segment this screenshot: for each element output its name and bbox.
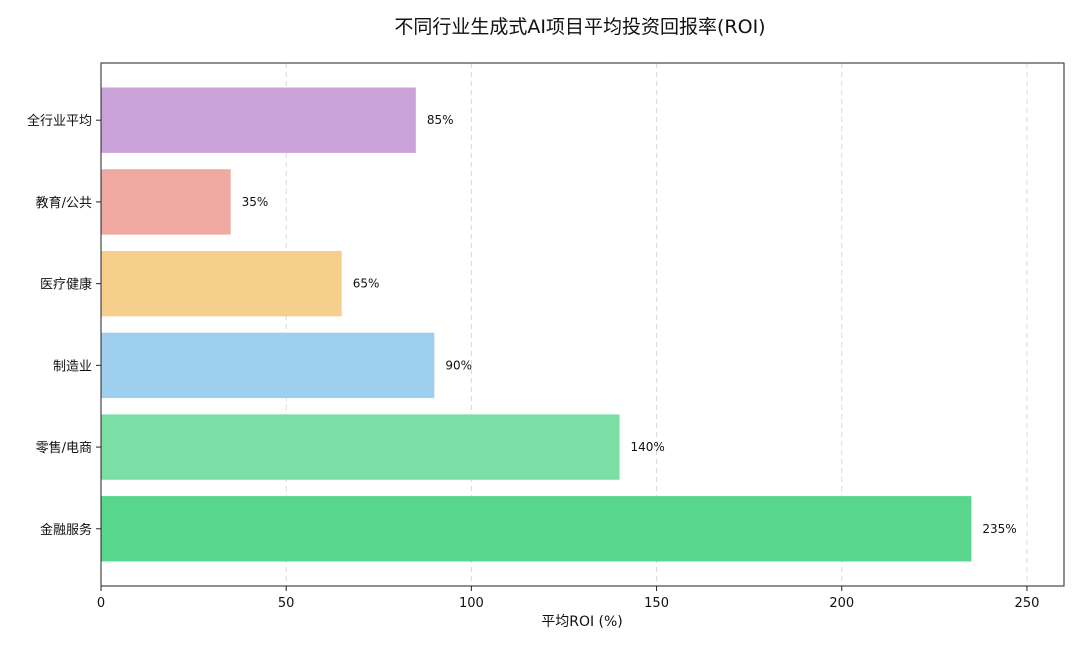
axis-ticks: 0 50 100 150 200 250 金融服务 零售/电商 制造业 医疗健康 教育/公共 全行业平… [27,113,1039,611]
bar [101,169,231,235]
x-tick-label: 0 [97,596,105,611]
x-tick-label: 200 [829,596,854,611]
bar [101,496,972,562]
category-label: 全行业平均 [27,113,92,129]
value-label: 235% [982,522,1016,536]
category-label: 金融服务 [40,522,92,538]
x-tick-label: 50 [278,596,295,611]
category-label: 医疗健康 [40,277,92,293]
bar [101,414,620,480]
value-label: 85% [427,113,454,127]
value-label: 35% [242,195,269,209]
category-label: 零售/电商 [36,440,92,456]
x-tick-label: 250 [1015,596,1040,611]
bar [101,332,435,399]
value-label: 90% [445,358,472,372]
x-tick-label: 150 [644,596,669,611]
x-tick-label: 100 [459,596,484,611]
value-label: 65% [353,277,380,291]
bars: 235% 140% 90% 65% 35% 85% [101,87,1017,562]
bar [101,250,342,317]
chart-title: 不同行业生成式AI项目平均投资回报率(ROI) [394,16,765,38]
bar [101,87,416,153]
x-axis-label: 平均ROI (%) [541,614,623,630]
category-label: 教育/公共 [36,195,92,211]
plot-frame [100,62,1065,587]
value-label: 140% [631,440,665,454]
category-label: 制造业 [53,359,92,374]
